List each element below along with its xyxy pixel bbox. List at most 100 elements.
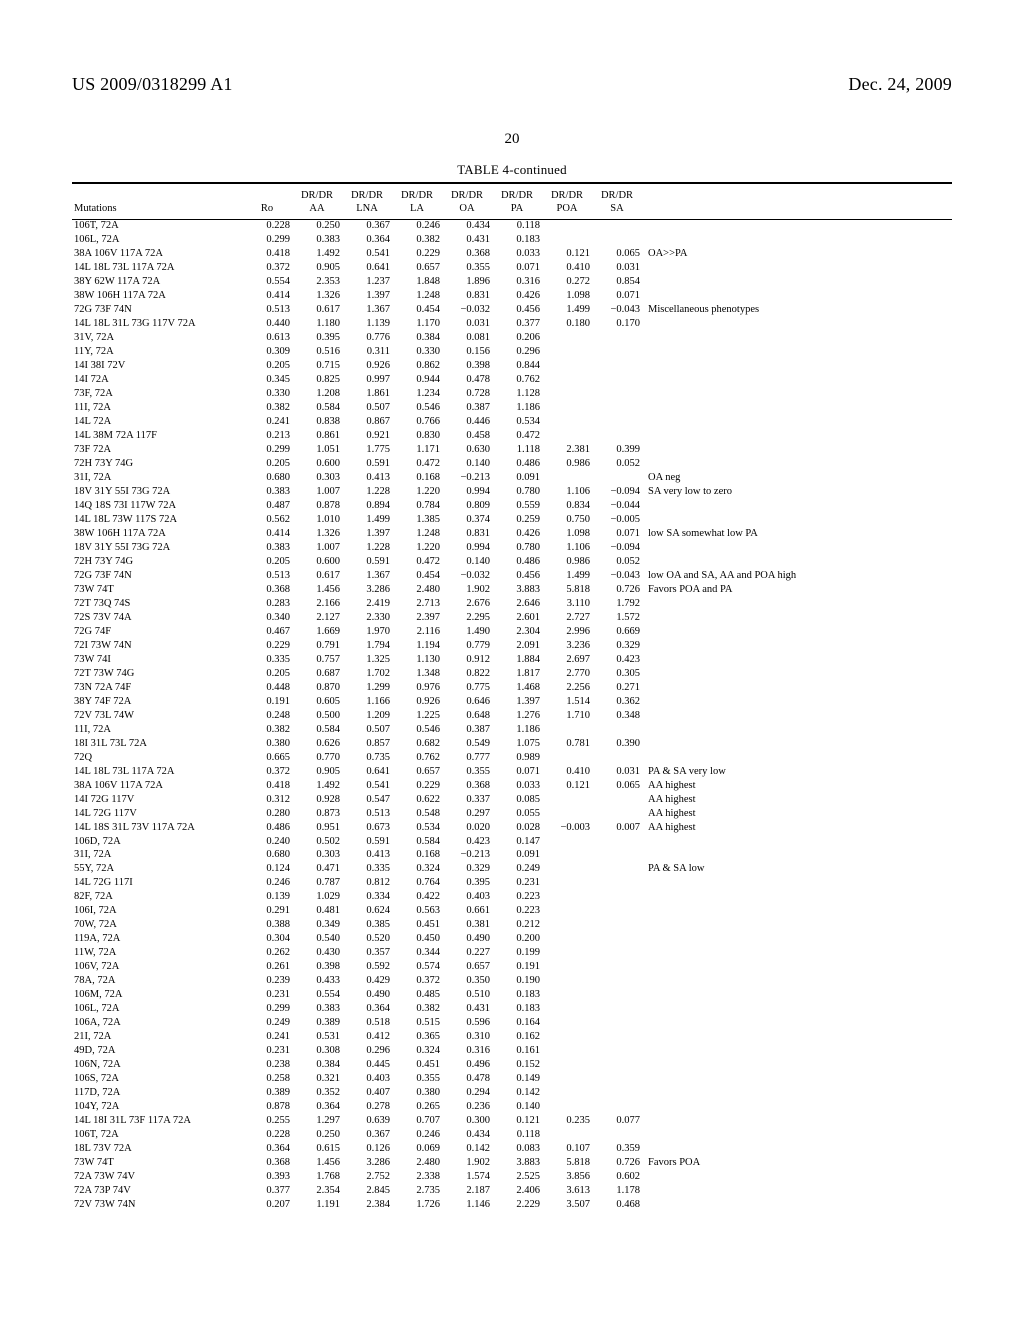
value-cell — [542, 723, 592, 737]
table-row: 72Q0.6650.7700.7350.7620.7770.989 — [72, 751, 952, 765]
value-cell: 1.228 — [342, 541, 392, 555]
value-cell: 0.308 — [292, 1045, 342, 1059]
value-cell: 0.355 — [442, 262, 492, 276]
table-row: 106A, 72A0.2490.3890.5180.5150.5960.164 — [72, 1017, 952, 1031]
note-cell — [642, 443, 952, 457]
value-cell: 0.715 — [292, 359, 342, 373]
value-cell: 0.240 — [242, 835, 292, 849]
value-cell: 0.303 — [292, 471, 342, 485]
value-cell: 0.472 — [392, 457, 442, 471]
table-row: 106N, 72A0.2380.3840.4450.4510.4960.152 — [72, 1059, 952, 1073]
mutation-cell: 14L 72G 117V — [72, 807, 242, 821]
note-cell — [642, 555, 952, 569]
value-cell: 0.600 — [292, 457, 342, 471]
value-cell: 0.870 — [292, 681, 342, 695]
value-cell: 2.676 — [442, 597, 492, 611]
note-cell — [642, 961, 952, 975]
value-cell: 3.613 — [542, 1185, 592, 1199]
value-cell: −0.043 — [592, 569, 642, 583]
value-cell: 0.726 — [592, 583, 642, 597]
value-cell: 0.434 — [442, 220, 492, 234]
value-cell: 0.648 — [442, 709, 492, 723]
value-cell: 0.520 — [342, 933, 392, 947]
value-cell: 0.389 — [242, 1087, 292, 1101]
value-cell: 0.456 — [492, 304, 542, 318]
value-cell — [592, 723, 642, 737]
value-cell: 1.237 — [342, 276, 392, 290]
table-row: 106M, 72A0.2310.5540.4900.4850.5100.183 — [72, 989, 952, 1003]
table-row: 73N 72A 74F0.4480.8701.2990.9760.7751.46… — [72, 681, 952, 695]
value-cell: 0.272 — [542, 276, 592, 290]
mutation-cell: 11I, 72A — [72, 401, 242, 415]
value-cell: 0.330 — [242, 387, 292, 401]
mutation-cell: 72S 73V 74A — [72, 611, 242, 625]
value-cell: 0.052 — [592, 555, 642, 569]
note-cell — [642, 1199, 952, 1213]
mutation-cell: 14L 72G 117I — [72, 877, 242, 891]
value-cell: 0.393 — [242, 1171, 292, 1185]
value-cell: 0.831 — [442, 290, 492, 304]
table-row: 72G 73F 74N0.5130.6171.3670.454−0.0320.4… — [72, 569, 952, 583]
value-cell: 0.228 — [242, 220, 292, 234]
value-cell: 0.534 — [392, 821, 442, 835]
value-cell: 0.563 — [392, 905, 442, 919]
value-cell: 2.229 — [492, 1199, 542, 1213]
table-row: 14L 18L 73L 117A 72A0.3720.9050.6410.657… — [72, 765, 952, 779]
value-cell: 0.554 — [242, 276, 292, 290]
value-cell: 0.440 — [242, 317, 292, 331]
mutation-cell: 72T 73Q 74S — [72, 597, 242, 611]
value-cell: 0.299 — [242, 443, 292, 457]
value-cell: 0.592 — [342, 961, 392, 975]
mutation-cell: 14L 18L 31L 73G 117V 72A — [72, 317, 242, 331]
note-cell: SA very low to zero — [642, 485, 952, 499]
table-row: 38W 106H 117A 72A0.4141.3261.3971.2480.8… — [72, 290, 952, 304]
note-cell — [642, 989, 952, 1003]
value-cell — [542, 331, 592, 345]
note-cell — [642, 933, 952, 947]
table-row: 72V 73W 74N0.2071.1912.3841.7261.1462.22… — [72, 1199, 952, 1213]
note-cell — [642, 276, 952, 290]
value-cell: 0.413 — [342, 471, 392, 485]
table-row: 11I, 72A0.3820.5840.5070.5460.3871.186 — [72, 723, 952, 737]
value-cell: 1.186 — [492, 723, 542, 737]
note-cell: AA highest — [642, 821, 952, 835]
value-cell: 0.418 — [242, 779, 292, 793]
value-cell: 1.297 — [292, 1115, 342, 1129]
value-cell: 0.149 — [492, 1073, 542, 1087]
mutation-cell: 18I 31L 73L 72A — [72, 737, 242, 751]
col-pa: DR/DRPA — [492, 187, 542, 219]
value-cell: 0.472 — [392, 555, 442, 569]
value-cell: 0.574 — [392, 961, 442, 975]
value-cell: 0.296 — [492, 345, 542, 359]
value-cell: 0.335 — [342, 863, 392, 877]
value-cell: 0.241 — [242, 415, 292, 429]
value-cell: 0.250 — [292, 1129, 342, 1143]
value-cell: 0.355 — [442, 765, 492, 779]
mutation-cell: 14L 18L 73L 117A 72A — [72, 765, 242, 779]
value-cell: 0.283 — [242, 597, 292, 611]
value-cell: 0.303 — [292, 849, 342, 863]
value-cell: 0.235 — [542, 1115, 592, 1129]
value-cell: 0.383 — [242, 485, 292, 499]
value-cell: 1.208 — [292, 387, 342, 401]
value-cell: 0.770 — [292, 751, 342, 765]
value-cell: 0.412 — [342, 1031, 392, 1045]
value-cell: 0.310 — [442, 1031, 492, 1045]
table-row: 72I 73W 74N0.2290.7911.7941.1940.7792.09… — [72, 639, 952, 653]
value-cell: 0.359 — [592, 1143, 642, 1157]
value-cell: 0.830 — [392, 429, 442, 443]
note-cell: AA highest — [642, 779, 952, 793]
value-cell: 1.902 — [442, 583, 492, 597]
value-cell: 1.499 — [342, 513, 392, 527]
mutation-cell: 14L 18S 31L 73V 117A 72A — [72, 821, 242, 835]
value-cell: 0.562 — [242, 513, 292, 527]
value-cell: 0.191 — [492, 961, 542, 975]
value-cell: 0.156 — [442, 345, 492, 359]
value-cell: 0.431 — [442, 234, 492, 248]
value-cell: 0.422 — [392, 891, 442, 905]
value-cell: 0.223 — [492, 905, 542, 919]
value-cell: 0.861 — [292, 429, 342, 443]
value-cell: 0.554 — [292, 989, 342, 1003]
value-cell: 1.166 — [342, 695, 392, 709]
table-row: 38Y 62W 117A 72A0.5542.3531.2371.8481.89… — [72, 276, 952, 290]
